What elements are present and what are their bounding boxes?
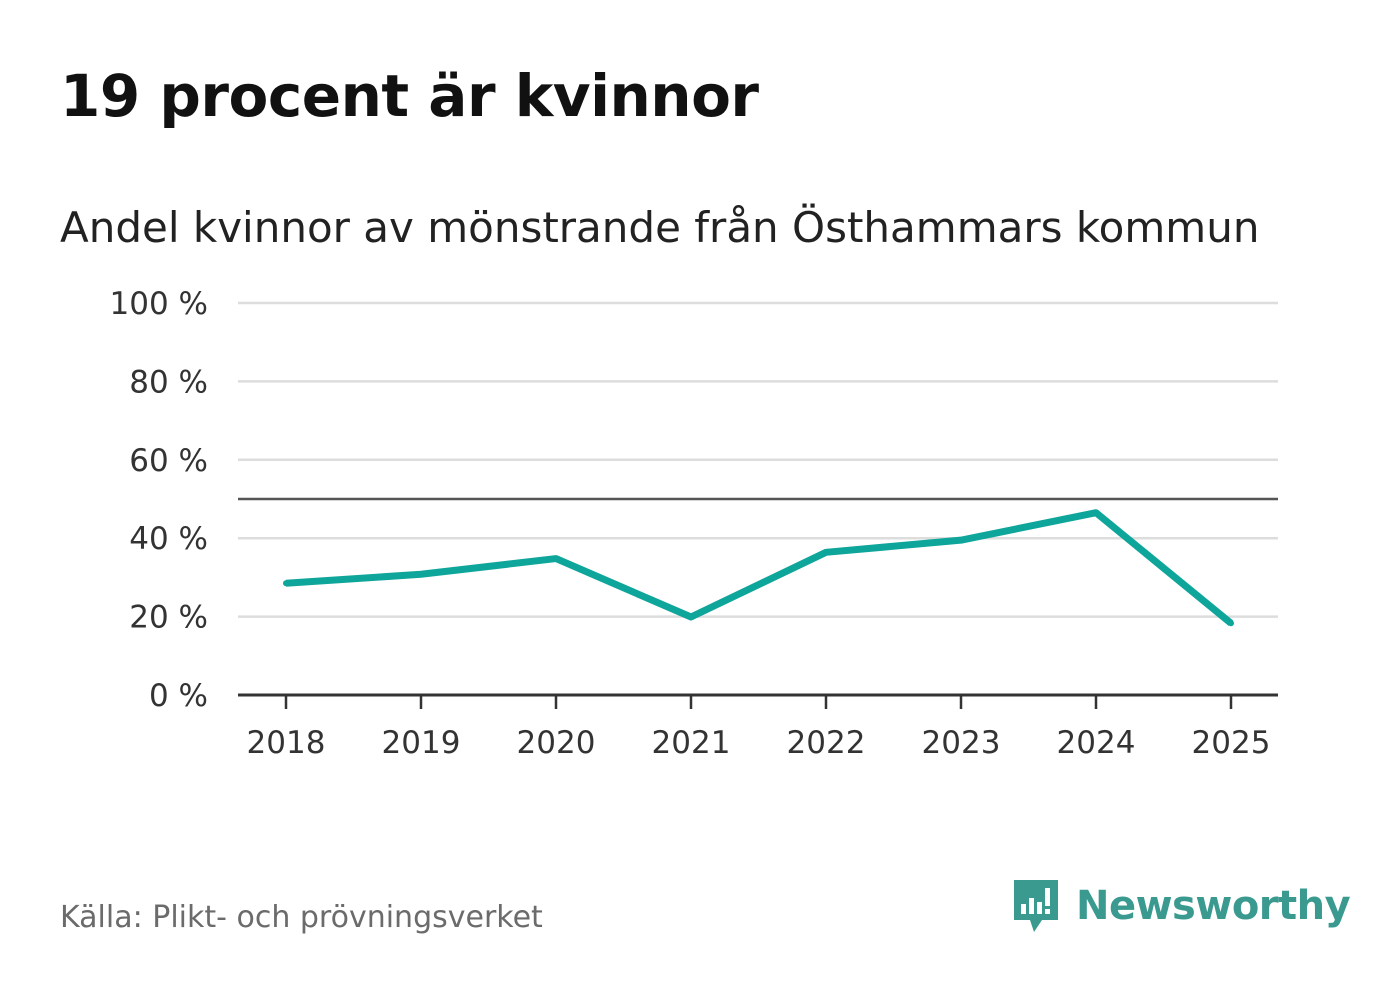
brand-name: Newsworthy: [1076, 883, 1351, 929]
data-point: [283, 580, 289, 587]
x-tick-label: 2021: [652, 725, 731, 761]
data-point: [1093, 509, 1099, 516]
y-tick-label: 20 %: [129, 600, 208, 636]
x-tick-label: 2022: [787, 725, 866, 761]
chart-subtitle: Andel kvinnor av mönstrande från Östhamm…: [60, 203, 1260, 252]
newsworthy-logo-icon: [1014, 880, 1058, 932]
data-point: [688, 613, 694, 620]
y-tick-label: 100 %: [110, 286, 208, 322]
x-tick-label: 2023: [922, 725, 1001, 761]
x-tick-label: 2018: [247, 725, 326, 761]
brand-logo: Newsworthy: [1010, 876, 1351, 936]
data-point: [1228, 620, 1234, 627]
data-point: [958, 537, 964, 544]
data-point: [553, 555, 559, 562]
y-tick-label: 60 %: [129, 443, 208, 479]
y-tick-label: 0 %: [149, 678, 208, 714]
x-tick-label: 2020: [517, 725, 596, 761]
source-note: Källa: Plikt- och prövningsverket: [60, 900, 543, 935]
x-tick-label: 2019: [382, 725, 461, 761]
data-point: [418, 571, 424, 578]
x-tick-label: 2025: [1192, 725, 1271, 761]
x-tick-label: 2024: [1057, 725, 1136, 761]
series-line: [285, 509, 1234, 626]
chart-title: 19 procent är kvinnor: [60, 62, 759, 130]
y-tick-label: 40 %: [129, 521, 208, 557]
y-tick-label: 80 %: [129, 364, 208, 400]
data-point: [823, 549, 829, 556]
